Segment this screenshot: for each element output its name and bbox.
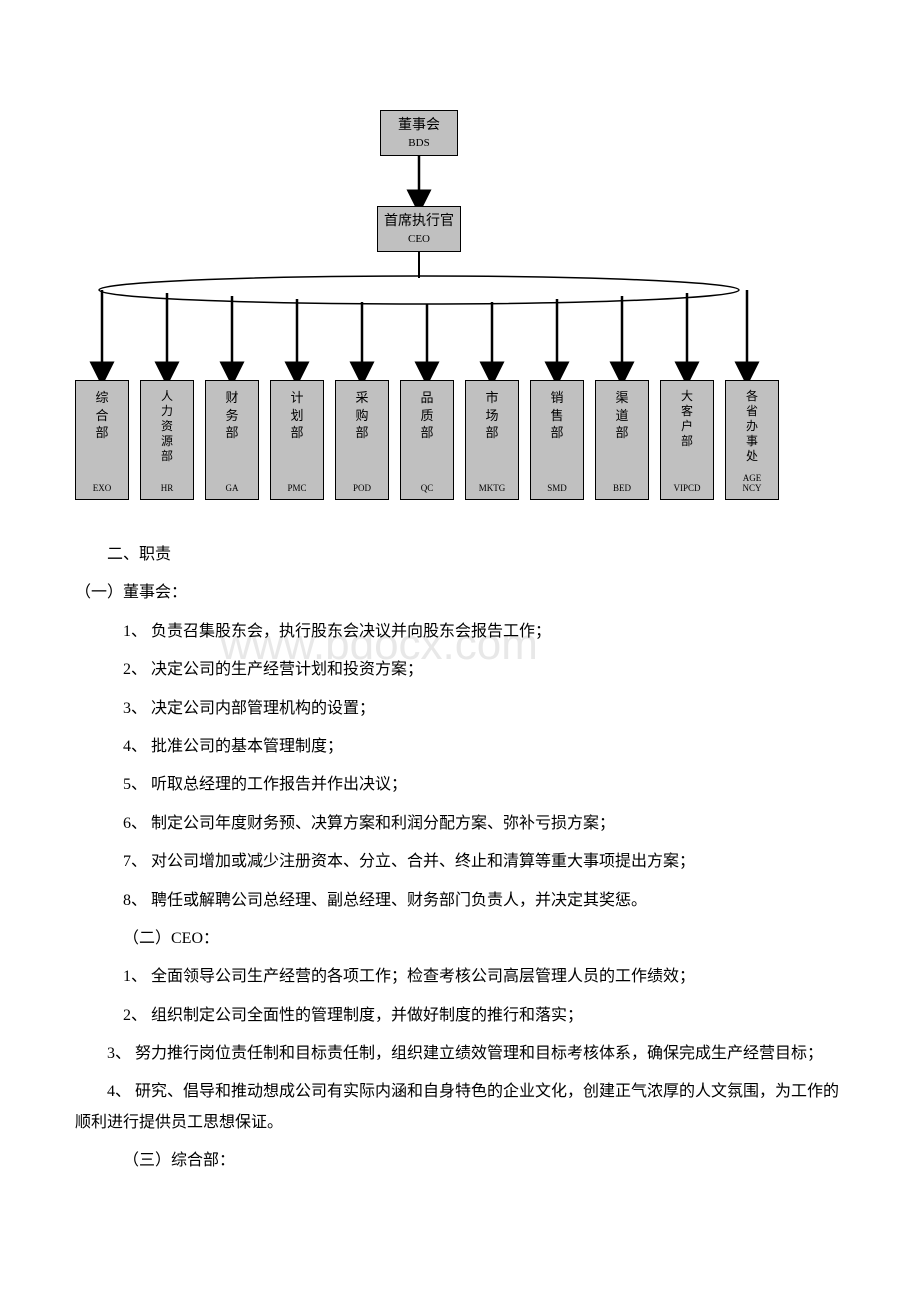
sub1-item: 1、 负责召集股东会，执行股东会决议并向股东会报告工作； <box>75 617 845 647</box>
dept-qc: 品质部QC <box>400 380 454 500</box>
dept-hr: 人力资源部HR <box>140 380 194 500</box>
dept-row: 综合部EXO 人力资源部HR 财务部GA 计划部PMC 采购部POD 品质部QC… <box>75 380 779 500</box>
dept-mktg: 市场部MKTG <box>465 380 519 500</box>
sub2-item: 2、 组织制定公司全面性的管理制度，并做好制度的推行和落实； <box>75 1001 845 1031</box>
sub1-item: 7、 对公司增加或减少注册资本、分立、合并、终止和清算等重大事项提出方案； <box>75 847 845 877</box>
sub2-item: 1、 全面领导公司生产经营的各项工作；检查考核公司高层管理人员的工作绩效； <box>75 962 845 992</box>
sub1-item: 3、 决定公司内部管理机构的设置； <box>75 694 845 724</box>
dept-vipcd: 大客户部VIPCD <box>660 380 714 500</box>
sub2-item: 4、 研究、倡导和推动想成公司有实际内涵和自身特色的企业文化，创建正气浓厚的人文… <box>75 1077 845 1138</box>
dept-ga: 财务部GA <box>205 380 259 500</box>
dept-pod: 采购部POD <box>335 380 389 500</box>
dept-agency: 各省办事处AGENCY <box>725 380 779 500</box>
node-ceo-cn: 首席执行官 <box>384 213 454 231</box>
node-bds: 董事会 BDS <box>380 110 458 156</box>
sub1-item: 5、 听取总经理的工作报告并作出决议； <box>75 770 845 800</box>
org-chart: 董事会 BDS 首席执行官 CEO 综合部EXO 人力资源部HR 财务部GA 计… <box>75 110 845 510</box>
dept-exo: 综合部EXO <box>75 380 129 500</box>
dept-bed: 渠道部BED <box>595 380 649 500</box>
node-ceo-en: CEO <box>408 233 430 245</box>
sub2-item: 3、 努力推行岗位责任制和目标责任制，组织建立绩效管理和目标考核体系，确保完成生… <box>75 1039 845 1069</box>
body-text: 二、职责 （一）董事会： 1、 负责召集股东会，执行股东会决议并向股东会报告工作… <box>75 540 845 1177</box>
sub1-item: 2、 决定公司的生产经营计划和投资方案； <box>75 655 845 685</box>
section2-title: 二、职责 <box>75 540 845 570</box>
sub1-item: 6、 制定公司年度财务预、决算方案和利润分配方案、弥补亏损方案； <box>75 809 845 839</box>
dept-smd: 销售部SMD <box>530 380 584 500</box>
sub1-item: 8、 聘任或解聘公司总经理、副总经理、财务部门负责人，并决定其奖惩。 <box>75 886 845 916</box>
node-bds-en: BDS <box>408 137 429 149</box>
sub3-title: （三）综合部： <box>75 1146 845 1176</box>
sub1-item: 4、 批准公司的基本管理制度； <box>75 732 845 762</box>
node-bds-cn: 董事会 <box>398 117 440 135</box>
sub2-title: （二）CEO： <box>75 924 845 954</box>
dept-pmc: 计划部PMC <box>270 380 324 500</box>
node-ceo: 首席执行官 CEO <box>377 206 461 252</box>
sub1-title: （一）董事会： <box>75 578 845 608</box>
